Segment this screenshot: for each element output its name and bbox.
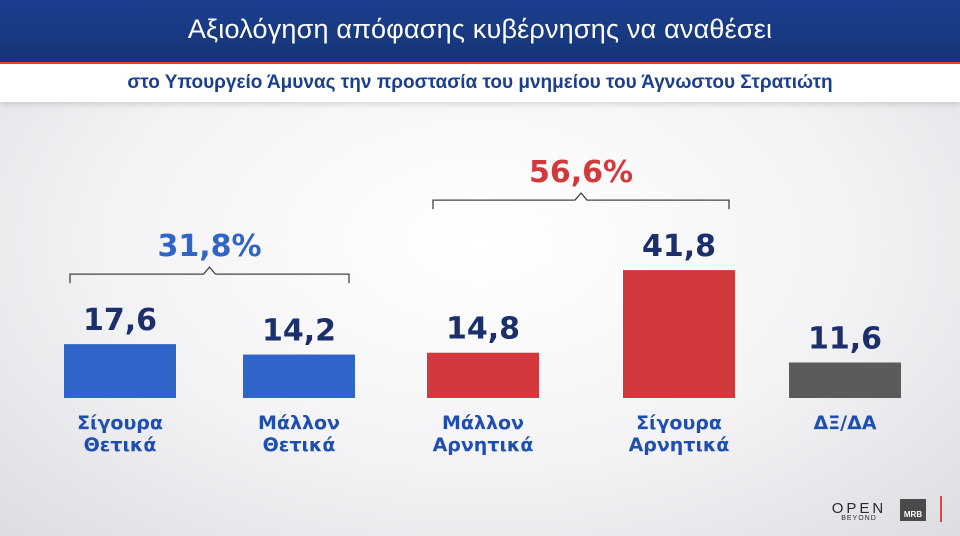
logo-divider	[940, 496, 942, 522]
data-label: 17,6	[83, 303, 157, 338]
data-label: 41,8	[642, 229, 716, 264]
category-label: Θετικά	[263, 434, 336, 456]
subtitle-bar	[0, 64, 960, 102]
category-label: Σίγουρα	[636, 412, 722, 434]
mrb-logo: MRB	[900, 499, 926, 521]
group-bracket	[432, 192, 730, 210]
category-label: Σίγουρα	[77, 412, 163, 434]
category-label: Αρνητικά	[629, 434, 730, 456]
data-label: 11,6	[808, 322, 882, 357]
bar	[427, 352, 539, 398]
bar	[243, 354, 355, 398]
open-logo-text: OPEN	[831, 500, 887, 517]
group-total-label: 31,8%	[157, 229, 261, 264]
chart-title: Αξιολόγηση απόφασης κυβέρνησης να αναθέσ…	[187, 14, 773, 44]
category-label: Μάλλον	[258, 412, 340, 434]
open-logo-subtext: BEYOND	[841, 515, 877, 522]
header-bar	[0, 0, 960, 64]
bar	[64, 344, 176, 398]
group-total-label: 56,6%	[529, 155, 633, 190]
bar	[789, 362, 901, 398]
category-label: Αρνητικά	[433, 434, 534, 456]
group-bracket	[69, 266, 350, 284]
category-label: Μάλλον	[442, 412, 524, 434]
bar	[623, 270, 735, 398]
category-label: Θετικά	[84, 434, 157, 456]
category-label: ΔΞ/ΔΑ	[813, 412, 876, 434]
data-label: 14,2	[262, 314, 336, 349]
data-label: 14,8	[446, 312, 520, 347]
chart-subtitle: στο Υπουργείο Άμυνας την προστασία του μ…	[127, 72, 833, 93]
open-logo: OPEN BEYOND	[826, 500, 892, 522]
